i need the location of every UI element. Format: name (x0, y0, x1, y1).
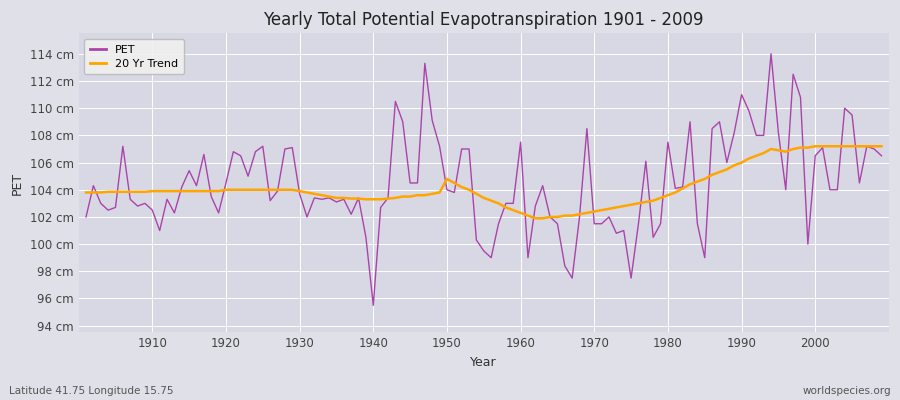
PET (368, 303, 379, 308)
PET (611, 231, 622, 236)
PET (81, 214, 92, 219)
20 Yr Trend (81, 190, 92, 195)
20 Yr Trend (810, 144, 821, 149)
Text: worldspecies.org: worldspecies.org (803, 386, 891, 396)
20 Yr Trend (302, 190, 312, 195)
PET (140, 201, 150, 206)
PET (515, 140, 526, 144)
PET (302, 214, 312, 219)
Line: PET: PET (86, 54, 881, 305)
PET (766, 52, 777, 56)
PET (523, 255, 534, 260)
X-axis label: Year: Year (471, 356, 497, 369)
Text: Latitude 41.75 Longitude 15.75: Latitude 41.75 Longitude 15.75 (9, 386, 174, 396)
20 Yr Trend (140, 189, 150, 194)
Legend: PET, 20 Yr Trend: PET, 20 Yr Trend (85, 39, 184, 74)
PET (346, 212, 356, 217)
20 Yr Trend (515, 210, 526, 215)
20 Yr Trend (346, 196, 356, 201)
20 Yr Trend (508, 208, 518, 212)
20 Yr Trend (611, 205, 622, 210)
Line: 20 Yr Trend: 20 Yr Trend (86, 146, 881, 218)
20 Yr Trend (530, 216, 541, 221)
Y-axis label: PET: PET (11, 171, 24, 194)
20 Yr Trend (876, 144, 886, 149)
Title: Yearly Total Potential Evapotranspiration 1901 - 2009: Yearly Total Potential Evapotranspiratio… (264, 11, 704, 29)
PET (876, 153, 886, 158)
